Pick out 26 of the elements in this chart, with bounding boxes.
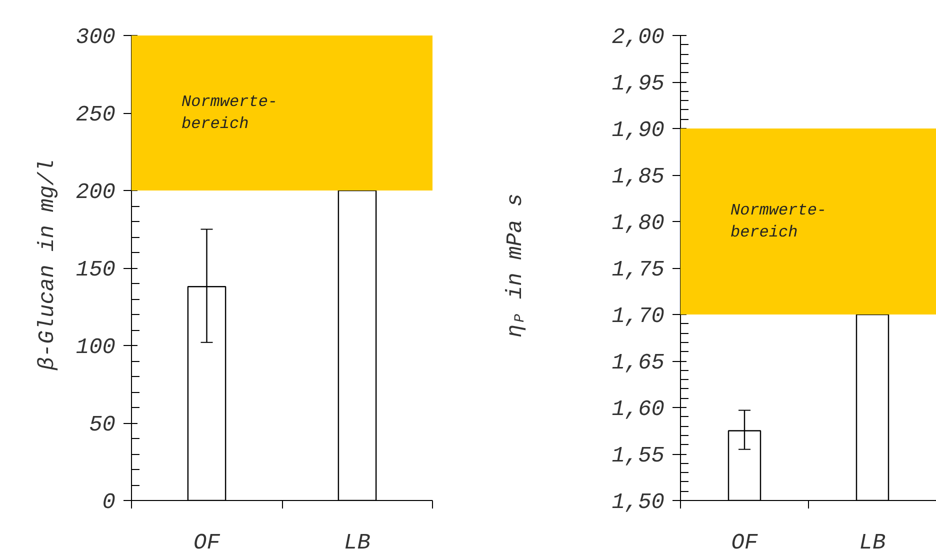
y-tick-label: 1,85 bbox=[612, 164, 665, 190]
y-tick-label: 1,80 bbox=[612, 211, 665, 236]
y-tick-label: 1,60 bbox=[612, 397, 665, 422]
x-tick-label: LB bbox=[344, 530, 370, 556]
y-tick-label: 0 bbox=[102, 490, 116, 515]
y-tick-label: 1,90 bbox=[612, 118, 665, 143]
y-tick-label: 100 bbox=[76, 335, 116, 360]
y-tick-label: 300 bbox=[76, 25, 116, 50]
y-tick-label: 1,70 bbox=[612, 304, 665, 329]
y-tick-label: 250 bbox=[76, 102, 116, 128]
band-label: Normwerte- bereich bbox=[182, 93, 278, 133]
y-tick-label: 150 bbox=[76, 258, 116, 282]
y-axis-title: β-Glucan in mg/l bbox=[35, 159, 60, 372]
x-tick-label: OF bbox=[194, 530, 221, 556]
y-tick-label: 1,95 bbox=[612, 72, 665, 96]
y-tick-label: 1,65 bbox=[612, 350, 665, 376]
x-tick-label: OF bbox=[731, 530, 758, 556]
y-tick-label: 2,00 bbox=[612, 25, 665, 50]
y-tick-label: 50 bbox=[89, 412, 116, 438]
y-tick-label: 1,55 bbox=[612, 444, 665, 468]
y-tick-label: 1,75 bbox=[612, 258, 665, 282]
x-tick-label: LB bbox=[859, 530, 886, 556]
y-tick-label: 1,50 bbox=[612, 490, 665, 515]
y-tick-label: 200 bbox=[76, 180, 116, 205]
y-axis-title: ηP in mPa s bbox=[503, 193, 528, 338]
band-label: Normwerte- bereich bbox=[730, 202, 827, 242]
